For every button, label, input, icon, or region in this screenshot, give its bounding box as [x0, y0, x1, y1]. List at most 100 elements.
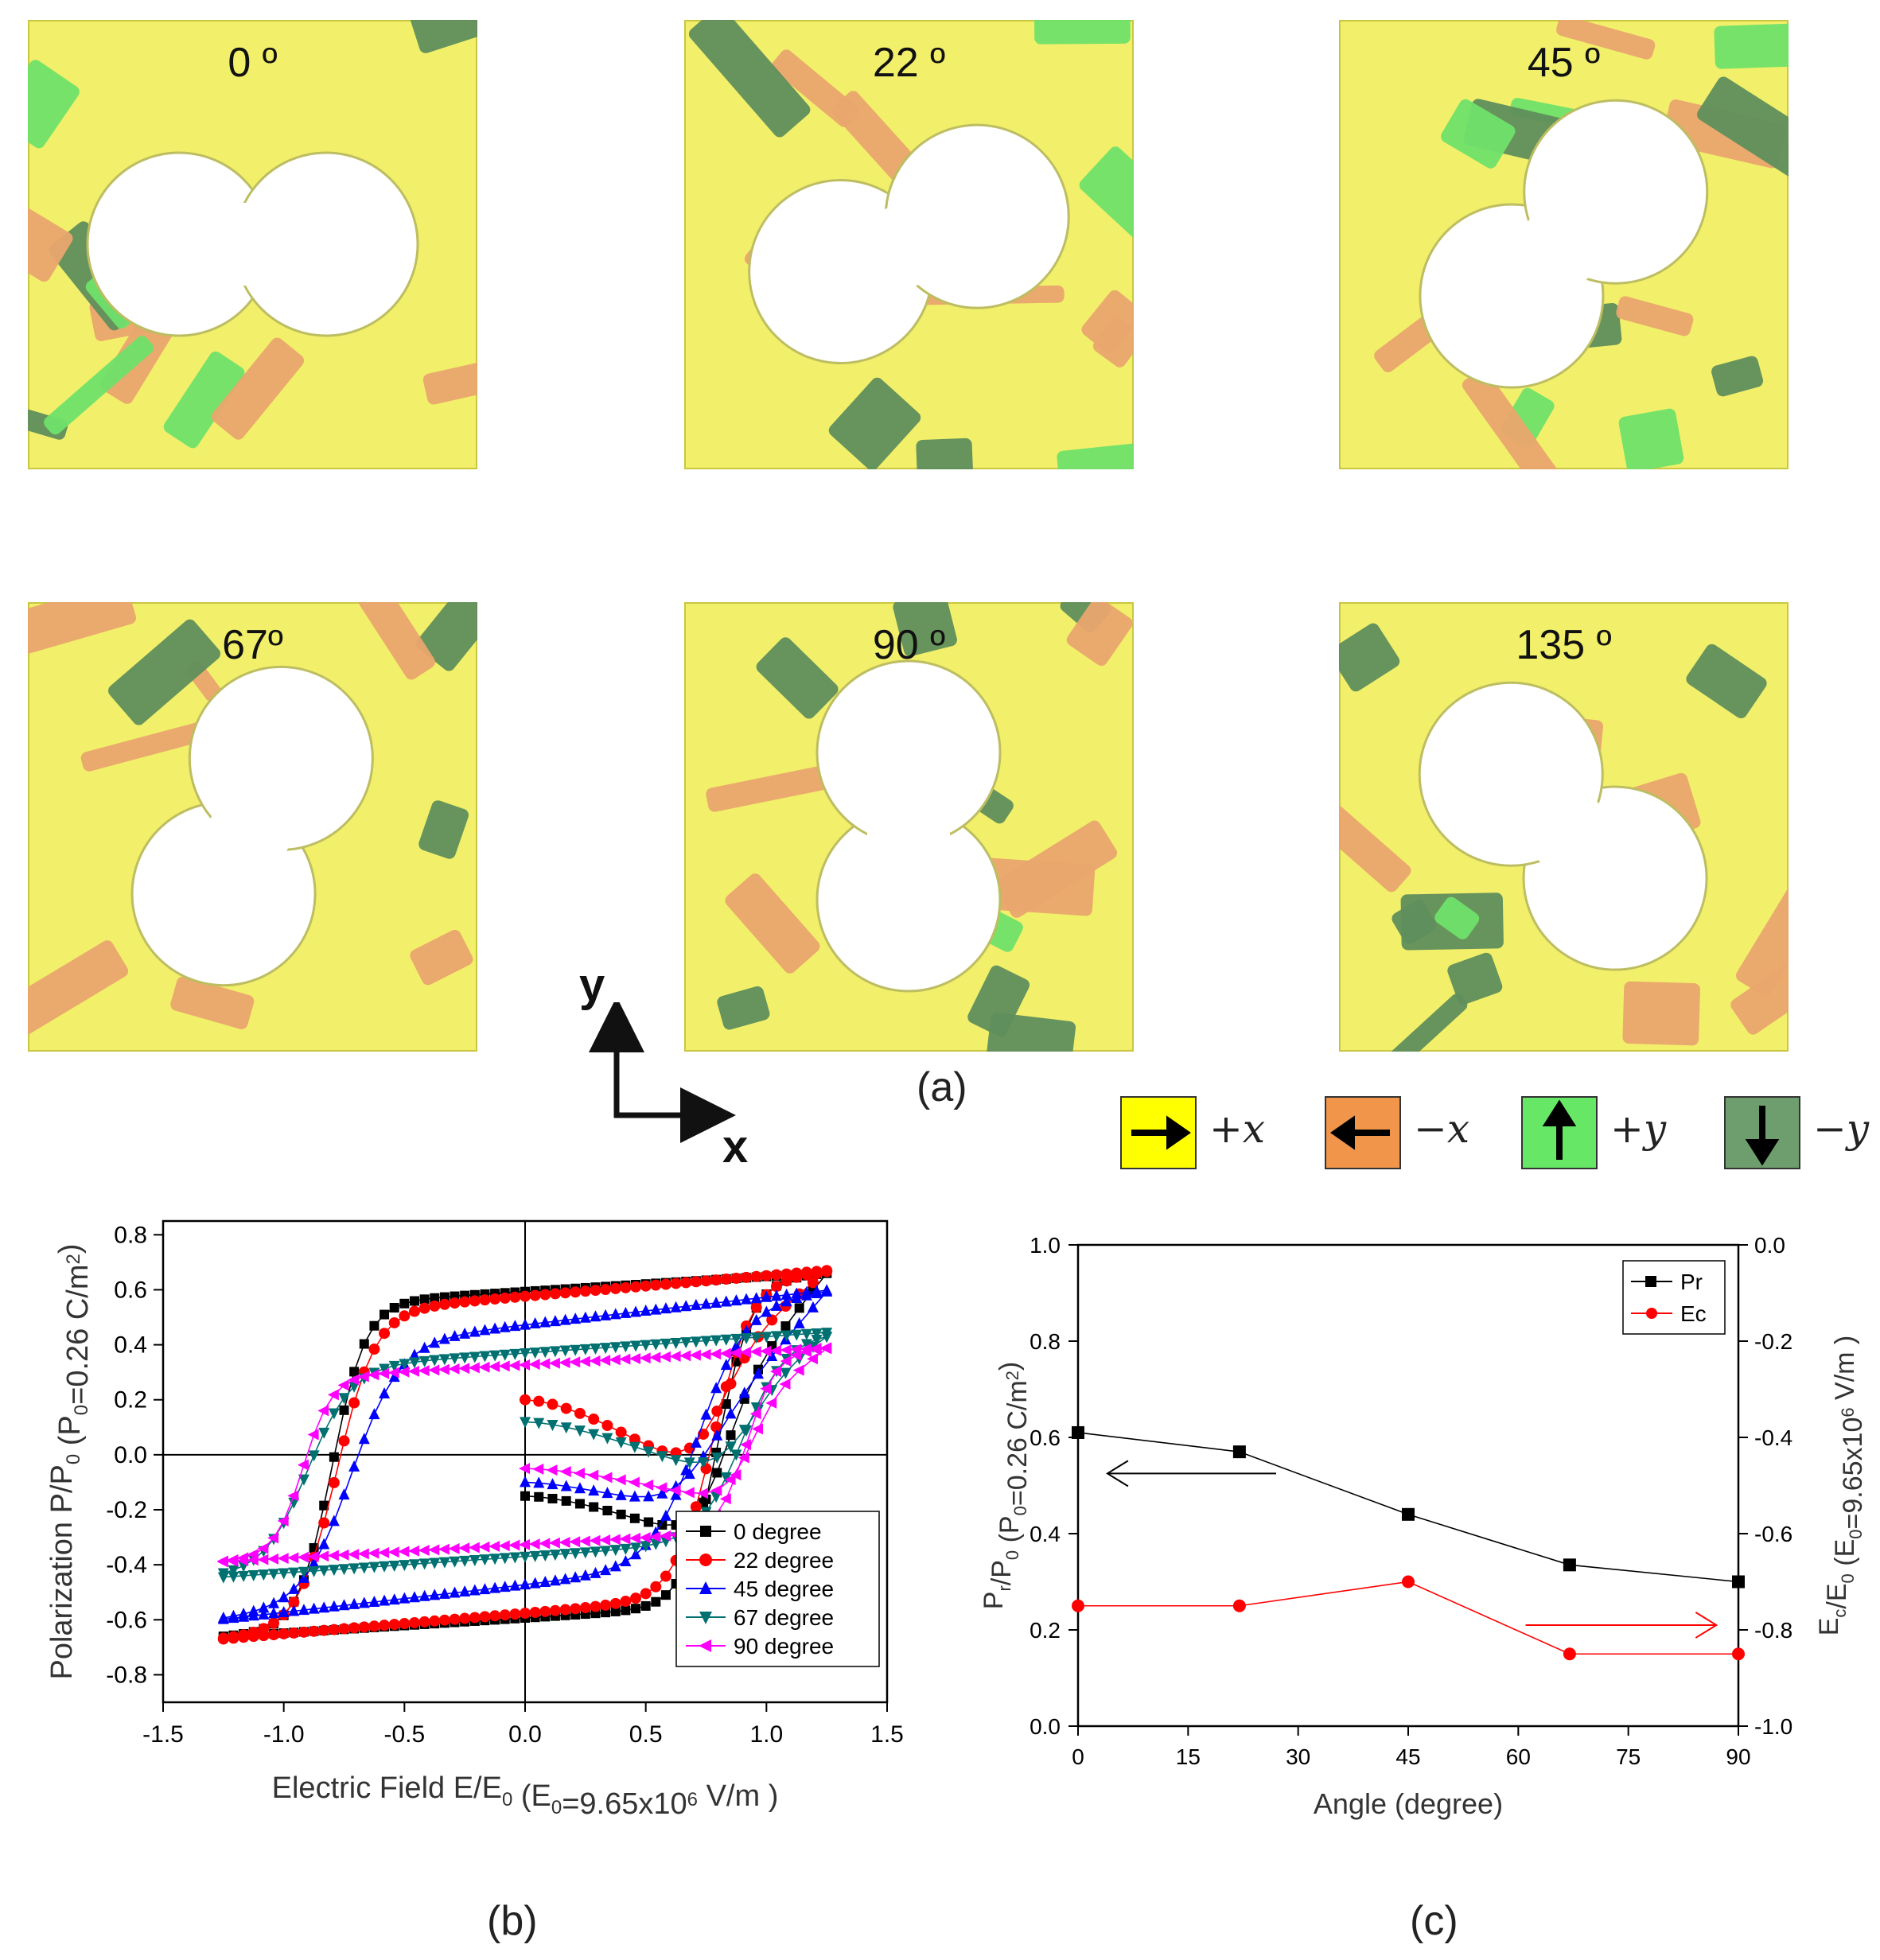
- data-point: [317, 1405, 329, 1417]
- y-tick-label: 0.2: [114, 1387, 147, 1414]
- data-point: [533, 1476, 545, 1488]
- data-point: [761, 1270, 773, 1281]
- data-point: [278, 1591, 290, 1603]
- data-point: [418, 1589, 430, 1601]
- data-point: [419, 1294, 430, 1305]
- data-point: [800, 1346, 812, 1358]
- map-angle-label: 135 º: [1516, 622, 1612, 668]
- data-point: [690, 1336, 702, 1348]
- data-point: [807, 1277, 819, 1289]
- data-point: [779, 1379, 791, 1390]
- data-point: [609, 1597, 621, 1609]
- legend-label: 90 degree: [734, 1634, 834, 1659]
- data-point: [520, 1290, 531, 1302]
- data-point: [800, 1339, 812, 1351]
- data-point: [766, 1350, 778, 1362]
- pore-pair: [86, 151, 419, 337]
- data-point: [328, 1565, 340, 1577]
- data-point: [408, 1591, 420, 1603]
- data-point: [559, 1573, 571, 1585]
- data-point: [766, 1314, 778, 1326]
- y-tick-label: 0.8: [114, 1222, 147, 1248]
- domain-map-4: 90 º: [684, 602, 1134, 1052]
- legend-marker: [1646, 1308, 1657, 1319]
- data-point: [308, 1565, 320, 1577]
- series-4: [216, 1342, 832, 1568]
- data-point: [600, 1284, 612, 1296]
- data-point: [438, 1363, 450, 1375]
- data-point: [570, 1286, 582, 1298]
- map-angle-label: 90 º: [872, 622, 946, 668]
- data-point: [307, 1429, 319, 1441]
- data-point: [669, 1351, 681, 1363]
- data-point: [348, 1460, 360, 1472]
- legend-label: Ec: [1680, 1301, 1707, 1326]
- y-right-tick-label: 0.0: [1754, 1233, 1785, 1258]
- domain-map-0: 0 º: [28, 20, 477, 469]
- data-point: [700, 1408, 712, 1420]
- data-point: [724, 1474, 736, 1486]
- data-point: [710, 1335, 722, 1347]
- data-point: [379, 1386, 391, 1398]
- data-point: [710, 1484, 722, 1496]
- data-point: [697, 1488, 709, 1499]
- data-point: [318, 1538, 330, 1550]
- data-point: [761, 1290, 773, 1302]
- legend-arrow-icon: [1131, 1115, 1191, 1150]
- data-point: [398, 1366, 410, 1378]
- data-point: [308, 1450, 320, 1462]
- data-point: [429, 1589, 441, 1600]
- data-point: [1072, 1425, 1084, 1439]
- y-tick-label: -0.8: [106, 1662, 147, 1688]
- data-point: [760, 1382, 772, 1394]
- data-point: [1232, 1445, 1246, 1459]
- data-point: [479, 1583, 491, 1595]
- data-point: [574, 1499, 585, 1509]
- data-point: [569, 1356, 581, 1368]
- data-point: [338, 1488, 350, 1500]
- y-tick-label: -0.6: [106, 1607, 147, 1633]
- data-point: [806, 1353, 818, 1365]
- data-point: [379, 1363, 391, 1375]
- x-tick-label: 0: [1072, 1744, 1084, 1769]
- data-point: [548, 1537, 560, 1549]
- data-point: [640, 1280, 652, 1292]
- data-point: [780, 1321, 791, 1332]
- data-point: [399, 1618, 411, 1630]
- y-right-tick-label: -0.8: [1754, 1618, 1792, 1643]
- data-point: [730, 1449, 742, 1461]
- data-point: [267, 1553, 279, 1565]
- data-point: [308, 1602, 320, 1614]
- map-angle-label: 67º: [222, 622, 283, 668]
- data-point: [520, 1394, 531, 1406]
- data-point: [644, 1517, 654, 1527]
- data-point: [547, 1478, 559, 1490]
- data-point: [318, 1427, 330, 1439]
- y-right-tick-label: -1.0: [1754, 1714, 1792, 1739]
- data-point: [549, 1315, 561, 1327]
- data-point: [489, 1293, 501, 1305]
- data-point: [278, 1605, 290, 1617]
- x-tick-label: 15: [1176, 1744, 1201, 1769]
- data-point: [268, 1569, 280, 1581]
- data-point: [811, 1287, 823, 1299]
- data-point: [574, 1407, 586, 1419]
- data-point: [228, 1632, 239, 1644]
- data-point: [227, 1555, 239, 1567]
- legend-marker: [699, 1581, 712, 1594]
- data-point: [821, 1285, 833, 1297]
- data-point: [459, 1555, 471, 1567]
- data-point: [533, 1395, 545, 1407]
- legend-label: 22 degree: [734, 1548, 834, 1573]
- data-point: [359, 1339, 369, 1349]
- data-point: [720, 1359, 732, 1371]
- data-point: [659, 1530, 671, 1542]
- x-tick-label: 0.5: [629, 1721, 663, 1748]
- data-point: [520, 1417, 531, 1429]
- data-point: [479, 1554, 491, 1566]
- legend-label: 67 degree: [734, 1605, 834, 1630]
- data-point: [720, 1274, 732, 1285]
- data-point: [358, 1433, 370, 1445]
- y-tick-label: 0.4: [114, 1332, 147, 1359]
- domain-map-image: [684, 20, 1134, 469]
